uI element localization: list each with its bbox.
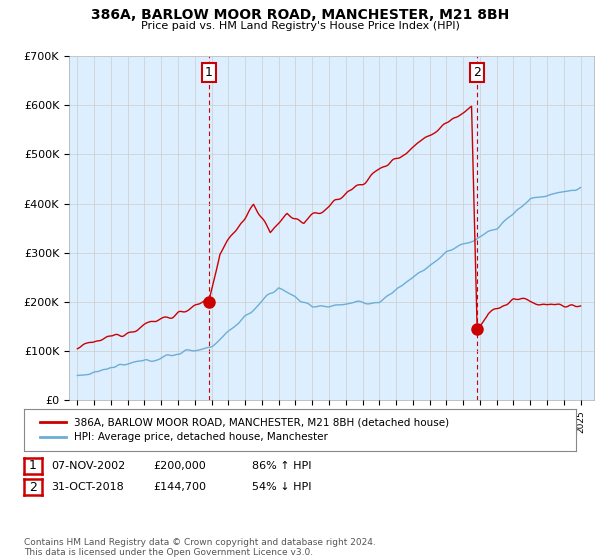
Text: 54% ↓ HPI: 54% ↓ HPI <box>252 482 311 492</box>
Text: 1: 1 <box>205 66 213 79</box>
Text: 07-NOV-2002: 07-NOV-2002 <box>51 461 125 471</box>
Text: 31-OCT-2018: 31-OCT-2018 <box>51 482 124 492</box>
Text: Price paid vs. HM Land Registry's House Price Index (HPI): Price paid vs. HM Land Registry's House … <box>140 21 460 31</box>
Text: 386A, BARLOW MOOR ROAD, MANCHESTER, M21 8BH: 386A, BARLOW MOOR ROAD, MANCHESTER, M21 … <box>91 8 509 22</box>
Text: Contains HM Land Registry data © Crown copyright and database right 2024.
This d: Contains HM Land Registry data © Crown c… <box>24 538 376 557</box>
Text: £144,700: £144,700 <box>153 482 206 492</box>
Text: 86% ↑ HPI: 86% ↑ HPI <box>252 461 311 471</box>
Text: £200,000: £200,000 <box>153 461 206 471</box>
Legend: 386A, BARLOW MOOR ROAD, MANCHESTER, M21 8BH (detached house), HPI: Average price: 386A, BARLOW MOOR ROAD, MANCHESTER, M21 … <box>35 412 455 447</box>
Text: 2: 2 <box>473 66 481 79</box>
Text: 2: 2 <box>29 480 37 494</box>
Text: 1: 1 <box>29 459 37 473</box>
